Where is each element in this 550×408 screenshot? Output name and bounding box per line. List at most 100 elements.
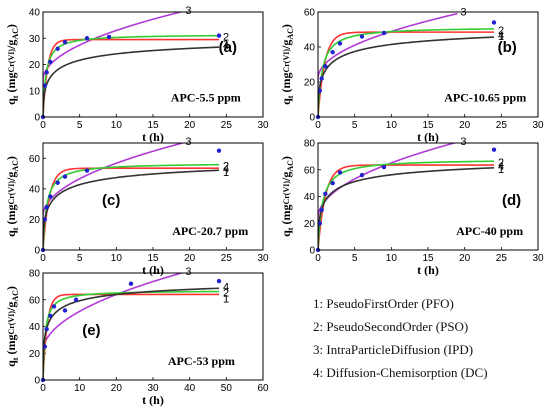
chart-panel-a: 0 5 10 15 20 25 30 0 10 20 30 40 3 124 APC-5.5 ppm (a) t… [4,5,269,144]
x-axis-label: t (h) [142,263,164,277]
panel-label: (c) [102,192,120,209]
curve-label-4: 4 [223,40,229,52]
panel-label: (b) [498,39,517,56]
data-point [73,297,79,302]
x-tick-label: 5 [77,253,83,264]
x-tick-label: 5 [77,120,83,131]
curve-label-3: 3 [460,136,466,148]
data-point [42,217,48,222]
curve-label-1: 1 [223,39,229,51]
model-curve-2 [43,290,220,380]
data-point [42,83,48,88]
x-tick-label: 25 [221,120,233,131]
curve-label-3: 3 [185,266,191,278]
y-axis-label: qt (mgCr(VI)/gAC) [4,286,20,367]
plot-frame [317,142,539,251]
y-tick-label: 40 [29,8,41,19]
chart-panel-b: 0 5 10 15 20 25 30 0 20 40 60 3 124 APC-10.65 ppm (b) t… [279,7,544,144]
plot-frame [42,272,264,381]
x-tick-label: 20 [459,253,471,264]
chart-panel-e: 0 10 20 30 40 50 60 0 20 40 60 80 3 124 APC-53 ppm (e) t… [4,266,269,407]
data-point [216,33,222,38]
legend-item-dc: 4: Diffusion-Chemisorption (DC) [313,365,488,380]
data-point [55,46,60,51]
y-tick-label: 0 [34,246,40,257]
sample-annotation: APC-10.65 ppm [444,90,526,104]
x-tick-label: 20 [111,383,123,394]
x-tick-label: 10 [111,253,123,264]
data-point [48,194,53,199]
x-tick-label: 0 [315,253,321,264]
data-point [381,30,387,36]
x-tick-label: 10 [74,383,86,394]
x-tick-label: 30 [532,253,544,264]
model-curve-4 [43,46,220,117]
y-tick-label: 20 [29,60,41,71]
x-tick-label: 10 [386,253,398,264]
x-tick-label: 30 [257,120,269,131]
y-tick-label: 80 [29,269,41,280]
model-curve-2 [318,160,495,250]
x-tick-label: 10 [386,120,398,131]
y-tick-label: 10 [29,86,41,97]
x-tick-label: 20 [459,120,471,131]
sample-annotation: APC-5.5 ppm [171,90,241,104]
plot-frame [317,11,539,118]
x-axis-label: t (h) [417,263,439,277]
y-tick-label: 80 [304,139,316,150]
y-tick-label: 0 [309,246,315,257]
legend-item-pfo: 1: PseudoFirstOrder (PFO) [313,296,454,311]
x-tick-label: 20 [184,253,196,264]
x-tick-label: 60 [257,383,269,394]
data-point [323,64,328,69]
curve-label-2: 2 [223,32,229,44]
model-curve-4 [43,287,220,380]
x-tick-label: 30 [257,253,269,264]
data-point [359,34,365,39]
curve-label-3: 3 [185,5,191,17]
data-point [84,36,90,41]
model-curve-3 [43,12,183,117]
x-tick-label: 15 [422,253,434,264]
data-point [319,76,324,81]
x-tick-label: 25 [496,253,508,264]
y-tick-label: 40 [304,43,316,54]
y-axis-label: qt (mgCr(VI)/gAC) [279,156,295,237]
y-tick-label: 60 [29,295,41,306]
x-tick-label: 15 [147,253,159,264]
sample-annotation: APC-53 ppm [168,354,235,368]
x-tick-label: 15 [147,120,159,131]
y-tick-label: 60 [304,8,316,19]
data-point [42,344,48,349]
x-axis-label: t (h) [142,130,164,144]
curve-label-4: 4 [223,281,229,293]
y-axis-label: qt (mgCr(VI)/gAC) [4,24,20,105]
x-tick-label: 0 [315,120,321,131]
legend-item-ipd: 3: IntraParticleDiffusion (IPD) [313,342,474,357]
plot-frame [42,11,264,118]
data-point [491,147,497,152]
data-point [51,304,57,309]
y-tick-label: 40 [29,322,41,333]
curve-label-2: 2 [498,25,504,37]
model-curve-4 [43,169,220,250]
model-curve-1 [318,31,494,117]
y-tick-label: 40 [29,184,41,195]
x-tick-label: 50 [221,383,233,394]
x-axis-label: t (h) [142,393,164,407]
data-point [106,34,112,40]
data-point [55,180,60,185]
curve-label-1: 1 [498,164,504,176]
x-tick-label: 5 [352,253,358,264]
model-curve-4 [318,167,495,250]
data-point [317,221,323,226]
x-axis-label: t (h) [417,130,439,144]
data-point [381,164,387,170]
y-tick-label: 20 [304,78,316,89]
data-point [44,70,49,75]
curve-label-3: 3 [460,7,466,19]
x-tick-label: 20 [184,120,196,131]
data-point [62,39,68,45]
curve-label-2: 2 [223,287,229,299]
y-tick-label: 0 [34,113,40,124]
